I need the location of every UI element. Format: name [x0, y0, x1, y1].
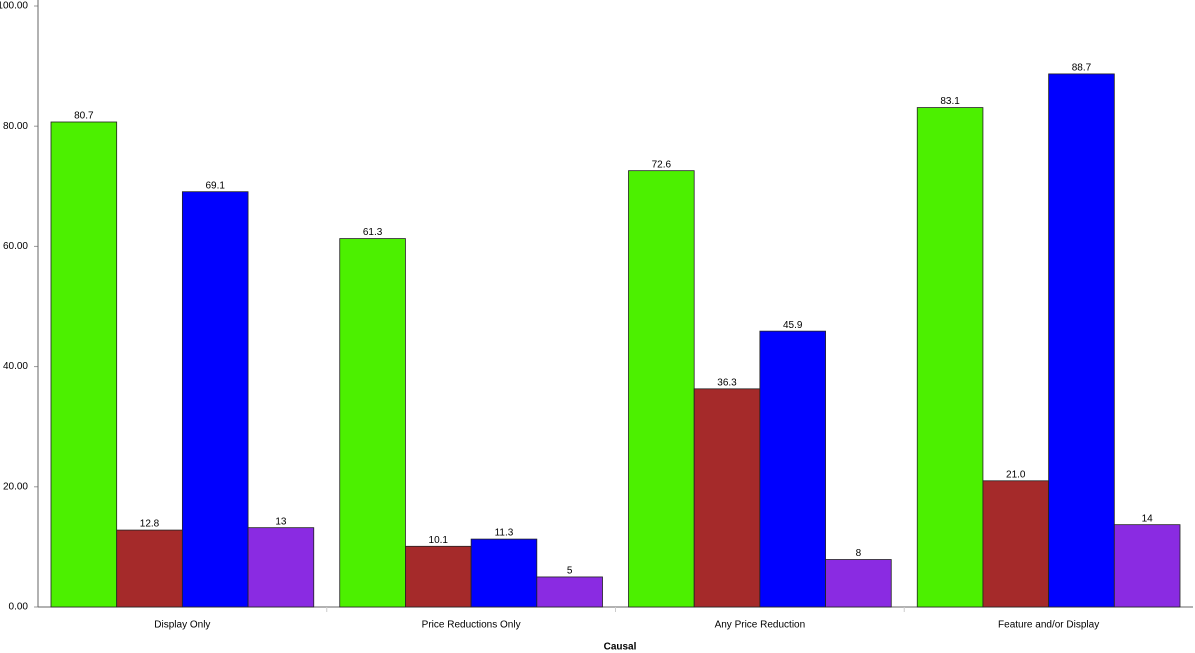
y-tick-label: 0.00	[9, 602, 29, 613]
data-label: 69.1	[205, 180, 225, 191]
bar	[628, 170, 695, 608]
bar	[693, 388, 761, 608]
y-tick-label: 80.00	[3, 121, 28, 132]
x-tick-label: Feature and/or Display	[998, 620, 1099, 631]
bar	[405, 545, 472, 608]
data-label: 13	[275, 516, 287, 527]
bar	[982, 480, 1050, 608]
bar	[536, 576, 603, 608]
bar	[916, 107, 984, 608]
bar	[759, 330, 826, 608]
data-label: 45.9	[783, 320, 803, 331]
data-label: 11.3	[495, 528, 514, 539]
y-tick-label: 40.00	[3, 361, 28, 372]
bar	[825, 559, 892, 608]
data-label: 80.7	[74, 111, 94, 122]
data-label: 88.7	[1072, 63, 1092, 74]
bar	[181, 191, 249, 608]
x-tick-label: Display Only	[154, 620, 210, 631]
x-tick-label: Price Reductions Only	[422, 620, 521, 631]
y-tick-label: 20.00	[3, 481, 28, 492]
bar	[116, 529, 183, 608]
data-label: 61.3	[363, 227, 383, 238]
data-label: 12.8	[140, 519, 160, 530]
bar	[50, 121, 118, 608]
bar	[470, 538, 538, 608]
x-axis-title: Causal	[604, 642, 637, 653]
data-label: 21.0	[1006, 469, 1026, 480]
data-label: 83.1	[940, 96, 960, 107]
data-label: 36.3	[717, 377, 737, 388]
bar	[1048, 73, 1115, 608]
bar	[339, 238, 406, 608]
data-label: 10.1	[429, 535, 449, 546]
y-tick-label: 100.00	[0, 1, 28, 12]
bar	[247, 527, 315, 608]
data-label: 8	[856, 548, 862, 559]
x-tick-label: Any Price Reduction	[715, 620, 806, 631]
y-tick-label: 60.00	[3, 241, 28, 252]
data-label: 72.6	[652, 159, 672, 170]
data-label: 14	[1142, 513, 1154, 524]
data-label: 5	[567, 566, 573, 577]
bar	[1113, 524, 1181, 608]
